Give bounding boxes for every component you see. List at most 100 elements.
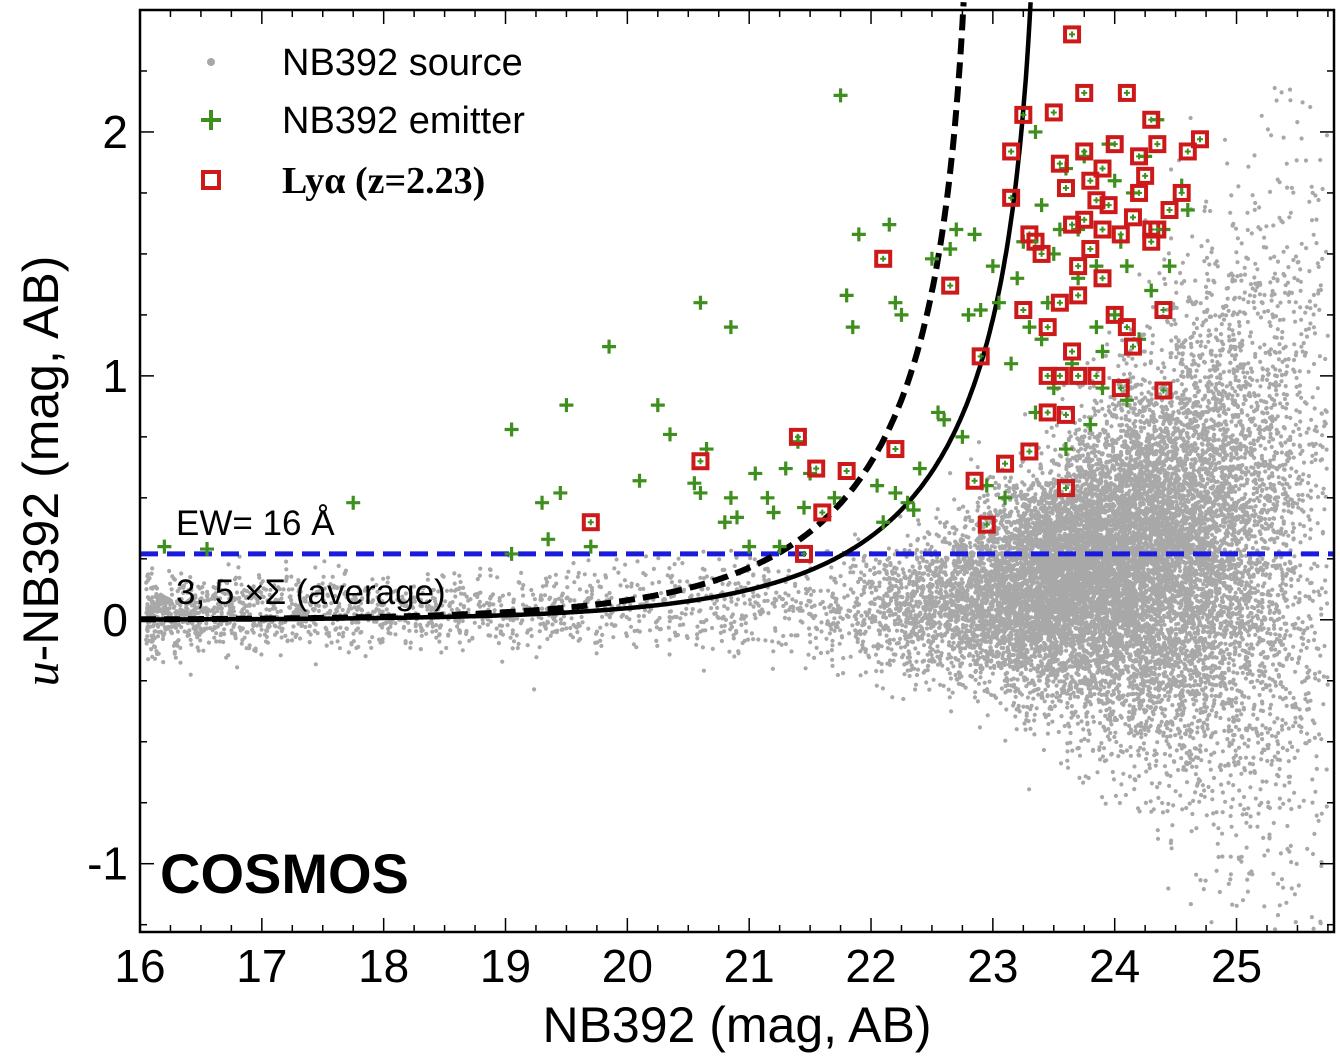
source-point [313,565,318,570]
source-point [434,628,439,634]
source-point [1258,384,1263,389]
source-point [1191,683,1197,688]
source-point [1206,328,1211,333]
source-point [1194,326,1199,331]
source-point [832,628,837,633]
source-point [1228,642,1233,648]
source-point [941,683,946,689]
source-point [155,634,161,639]
source-point [1264,377,1270,382]
source-point [1291,257,1296,263]
source-point [1052,704,1057,709]
source-point [1169,167,1174,172]
source-point [1231,738,1236,743]
source-point [796,589,801,595]
source-point [1323,590,1328,595]
source-point [1077,775,1082,781]
source-point [679,611,685,616]
source-point [862,579,867,584]
source-point [1253,200,1258,206]
source-point [1210,358,1215,364]
source-point [1195,339,1200,344]
source-point [982,680,987,685]
source-point [178,645,183,651]
source-point [1269,647,1274,652]
source-point [1245,210,1250,215]
source-point [999,686,1005,691]
source-point [891,658,896,663]
source-point [1251,498,1257,503]
source-point [1216,502,1221,507]
source-point [1180,807,1185,812]
source-point [1263,521,1268,526]
source-point [635,559,640,564]
source-point [516,641,521,647]
source-point [1221,432,1226,437]
source-point [945,667,950,672]
source-point [1280,577,1285,582]
source-point [1179,735,1184,740]
source-point [884,633,889,638]
source-point [891,637,896,642]
source-point [1110,769,1115,775]
source-point [1132,402,1137,407]
source-point [969,457,974,462]
source-point [947,530,952,536]
source-point [1155,828,1160,833]
source-point [1279,877,1285,882]
source-point [1244,466,1249,471]
source-point [756,637,761,642]
source-point [1296,493,1301,498]
source-point [798,619,803,624]
source-point [947,671,953,676]
source-point [1090,714,1095,720]
source-point [830,663,835,669]
source-point [825,650,830,655]
source-point [830,657,835,662]
source-point [1245,877,1250,882]
source-point [890,695,895,700]
source-point [564,575,569,580]
source-point [1210,788,1215,794]
source-point [1174,622,1179,627]
source-point [303,624,308,630]
source-point [1274,392,1279,397]
source-point [667,652,672,657]
source-point [789,633,794,638]
source-point [1031,696,1036,701]
source-point [1239,278,1244,283]
source-point [732,654,737,659]
source-point [1266,308,1271,314]
source-point [1278,626,1283,632]
source-point [1265,410,1270,416]
nb392-source-cloud [144,85,1330,932]
source-point [874,683,879,688]
source-point [1153,763,1158,768]
source-point [1260,779,1265,784]
source-point [1317,732,1322,737]
source-point [1202,729,1207,734]
source-point [1221,369,1226,375]
source-point [188,672,193,677]
source-point [771,649,776,654]
source-point [1015,509,1021,514]
source-point [1324,564,1329,569]
source-point [419,633,424,638]
source-point [1059,714,1064,719]
source-point [1246,737,1251,743]
source-point [1143,800,1148,806]
source-point [1149,717,1155,722]
source-point [558,617,564,622]
source-point [781,603,786,609]
source-point [1291,602,1296,607]
source-point [1248,814,1253,819]
source-point [1311,361,1317,367]
source-point [1309,460,1314,465]
source-point [1186,499,1191,504]
source-point [1298,574,1303,579]
source-point [1237,295,1242,300]
source-point [1234,903,1239,908]
source-point [1260,701,1265,706]
source-point [338,625,343,630]
source-point [217,639,222,644]
